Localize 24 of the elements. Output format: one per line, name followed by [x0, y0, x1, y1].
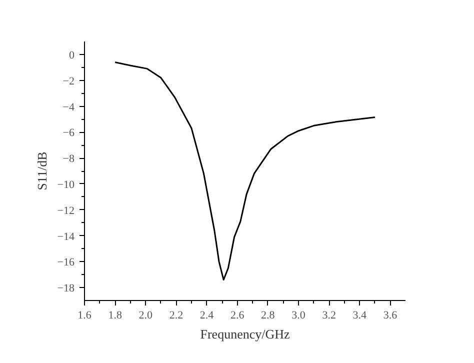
y-tick-label: −10 — [57, 178, 75, 191]
x-tick-label: 2.8 — [261, 310, 276, 322]
x-tick-label: 1.6 — [78, 310, 92, 322]
y-tick-label: −2 — [62, 75, 75, 88]
y-tick-label: −6 — [62, 127, 75, 140]
x-tick-label: 2.2 — [169, 310, 184, 322]
x-axis-title: Frequnency/GHz — [200, 326, 290, 342]
x-tick-label: 3.6 — [383, 310, 398, 322]
y-tick-label: −16 — [57, 256, 75, 269]
y-tick-label: −14 — [57, 230, 75, 243]
x-tick-label: 2.0 — [138, 310, 154, 322]
line-series — [114, 61, 376, 281]
x-tick-label: 3.4 — [352, 310, 368, 322]
x-tick-label: 2.4 — [200, 310, 214, 322]
x-tick-label: 3.0 — [292, 310, 306, 322]
y-tick-label: −18 — [57, 282, 75, 295]
y-tick-label: 0 — [69, 49, 75, 62]
x-tick-label: 2.6 — [230, 310, 245, 322]
x-tick-label: 1.8 — [108, 310, 122, 322]
y-tick-label: −8 — [62, 153, 75, 166]
y-tick-label: −12 — [57, 204, 75, 217]
x-tick-label: 3.2 — [322, 310, 336, 322]
y-tick-label: −4 — [62, 101, 75, 114]
y-axis-title: S11/dB — [34, 151, 50, 190]
